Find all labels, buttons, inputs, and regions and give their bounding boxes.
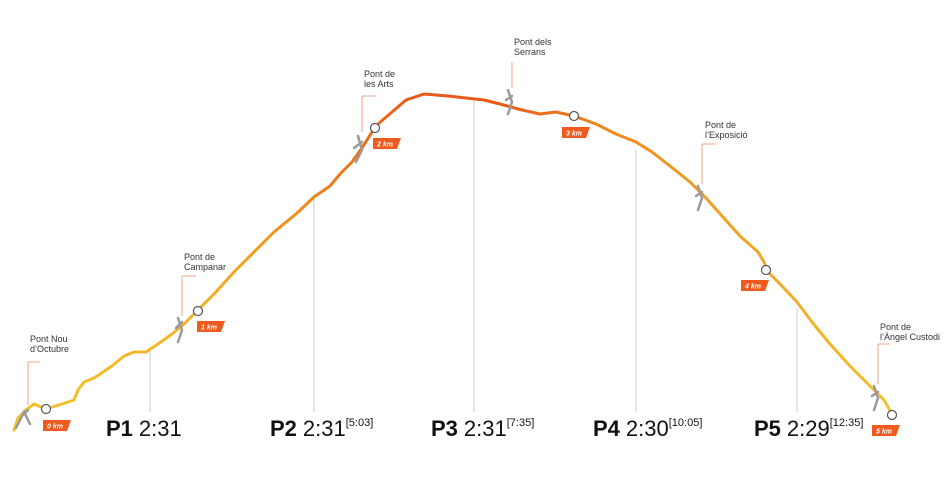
- split-p1-name: P1: [106, 416, 133, 441]
- svg-text:0 km: 0 km: [47, 424, 63, 431]
- split-p5-time: 2:29: [786, 416, 830, 441]
- bridge-icon-exposicio: [694, 184, 704, 212]
- bridge-leader-campanar: [181, 275, 196, 316]
- route-path: [12, 92, 894, 432]
- km-circle-0: [40, 403, 52, 415]
- km-badge-1: 1 km: [197, 321, 225, 332]
- svg-text:4 km: 4 km: [744, 284, 761, 291]
- bridge-icon-serrans: [504, 88, 514, 116]
- split-p2: P2 2:31[5:03]: [270, 416, 373, 442]
- bridge-label-arts: Pont de les Arts: [364, 69, 395, 89]
- km-badge-4: 4 km: [741, 280, 769, 291]
- bridge-label-serrans: Pont dels Serrans: [514, 37, 552, 57]
- bridge-label-campanar: Pont de Campanar: [184, 252, 226, 272]
- svg-text:3 km: 3 km: [566, 131, 582, 138]
- split-p5-name: P5: [754, 416, 781, 441]
- split-p1: P1 2:31: [106, 416, 182, 442]
- split-p3-cumulative: [7:35]: [506, 417, 535, 429]
- bridge-leader-exposicio: [701, 143, 716, 184]
- km-circle-5: [886, 409, 898, 421]
- km-badge-2: 2 km: [373, 138, 401, 149]
- split-p4-cumulative: [10:05]: [668, 417, 703, 429]
- km-circle-2: [369, 122, 381, 134]
- split-p5-cumulative: [12:35]: [829, 417, 864, 429]
- km-circle-1: [192, 305, 204, 317]
- km-badge-0: 0 km: [43, 420, 71, 431]
- km-circle-4: [760, 264, 772, 276]
- bridge-leader-pont-nou: [27, 361, 40, 405]
- split-p2-time: 2:31: [302, 416, 346, 441]
- bridge-icon-campanar: [174, 316, 184, 344]
- km-badge-3: 3 km: [562, 127, 590, 138]
- bridge-icon-arts: [352, 134, 364, 164]
- split-p4: P4 2:30[10:05]: [593, 416, 702, 442]
- svg-text:2 km: 2 km: [376, 142, 393, 149]
- split-p2-name: P2: [270, 416, 297, 441]
- split-p2-cumulative: [5:03]: [345, 417, 374, 429]
- bridge-icon-angel-custodi: [870, 384, 880, 412]
- split-p4-name: P4: [593, 416, 620, 441]
- bridge-icon-pont-nou: [14, 408, 32, 430]
- bridge-label-angel-custodi: Pont de l’Àngel Custodi: [880, 322, 940, 342]
- svg-text:5 km: 5 km: [876, 429, 892, 436]
- split-p3-name: P3: [431, 416, 458, 441]
- split-p1-time: 2:31: [138, 416, 182, 441]
- split-p4-time: 2:30: [625, 416, 669, 441]
- bridge-leader-angel: [877, 343, 890, 384]
- split-p5: P5 2:29[12:35]: [754, 416, 863, 442]
- bridge-label-exposicio: Pont de l’Exposició: [705, 120, 748, 140]
- km-circle-3: [568, 110, 580, 122]
- bridge-label-pont-nou: Pont Nou d’Octubre: [30, 334, 69, 354]
- split-p3: P3 2:31[7:35]: [431, 416, 534, 442]
- km-badge-5: 5 km: [872, 425, 900, 436]
- bridge-leader-arts: [361, 95, 376, 132]
- svg-text:1 km: 1 km: [201, 325, 217, 332]
- split-p3-time: 2:31: [463, 416, 507, 441]
